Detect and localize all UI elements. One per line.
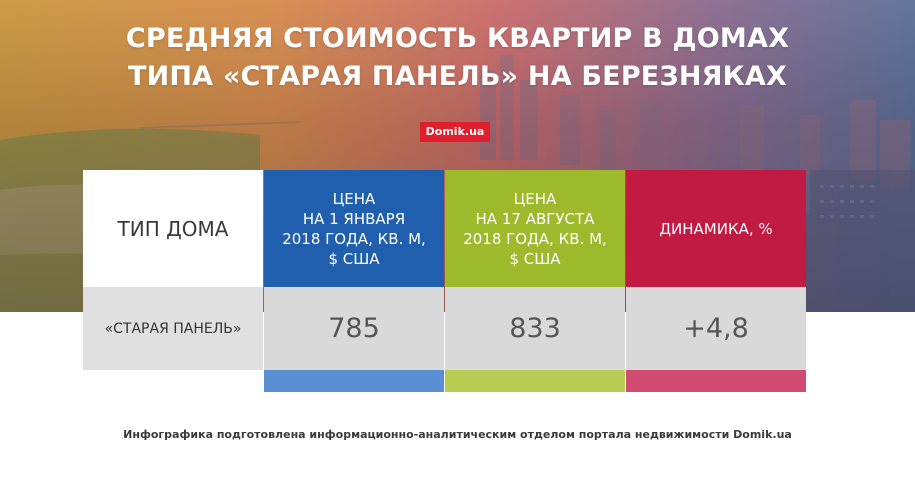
- brand-badge: Domik.ua: [420, 122, 490, 142]
- footer-credit: Инфографика подготовлена информационно-а…: [123, 428, 792, 441]
- column-header-text: ТИП ДОМА: [117, 216, 229, 241]
- header-line: 2018 ГОДА, КВ. М,: [282, 229, 426, 248]
- header-line: НА 17 АВГУСТА: [475, 209, 595, 228]
- header-line: ЦЕНА: [513, 189, 557, 208]
- column-value: +4,8: [626, 287, 806, 370]
- dynamics-value: +4,8: [683, 313, 749, 344]
- column-value: 785: [264, 287, 444, 370]
- column-header: ЦЕНА НА 1 ЯНВАРЯ 2018 ГОДА, КВ. М, $ США: [264, 170, 444, 287]
- price-january-value: 785: [328, 313, 380, 344]
- column-house-type: ТИП ДОМА «СТАРАЯ ПАНЕЛЬ»: [83, 170, 263, 370]
- column-header-text: ДИНАМИКА, %: [659, 219, 773, 238]
- column-value: 833: [445, 287, 625, 370]
- column-value: «СТАРАЯ ПАНЕЛЬ»: [83, 287, 263, 370]
- column-header: ТИП ДОМА: [83, 170, 263, 287]
- header-line: $ США: [509, 249, 561, 268]
- column-accent-bar: [264, 370, 444, 392]
- header-line: НА 1 ЯНВАРЯ: [302, 209, 406, 228]
- page-title: СРЕДНЯЯ СТОИМОСТЬ КВАРТИР В ДОМАХ ТИПА «…: [0, 20, 915, 96]
- column-header: ДИНАМИКА, %: [626, 170, 806, 287]
- title-line-2: ТИПА «СТАРАЯ ПАНЕЛЬ» НА БЕРЕЗНЯКАХ: [127, 61, 788, 92]
- column-dynamics: ДИНАМИКА, % +4,8: [626, 170, 806, 392]
- house-type-value: «СТАРАЯ ПАНЕЛЬ»: [104, 320, 242, 337]
- header-line: $ США: [328, 249, 380, 268]
- column-accent-bar: [626, 370, 806, 392]
- column-header: ЦЕНА НА 17 АВГУСТА 2018 ГОДА, КВ. М, $ С…: [445, 170, 625, 287]
- column-price-january: ЦЕНА НА 1 ЯНВАРЯ 2018 ГОДА, КВ. М, $ США…: [264, 170, 444, 392]
- price-august-value: 833: [509, 313, 561, 344]
- title-line-1: СРЕДНЯЯ СТОИМОСТЬ КВАРТИР В ДОМАХ: [125, 23, 790, 54]
- header-line: ЦЕНА: [332, 189, 376, 208]
- column-price-august: ЦЕНА НА 17 АВГУСТА 2018 ГОДА, КВ. М, $ С…: [445, 170, 625, 392]
- column-accent-bar: [445, 370, 625, 392]
- header-line: 2018 ГОДА, КВ. М,: [463, 229, 607, 248]
